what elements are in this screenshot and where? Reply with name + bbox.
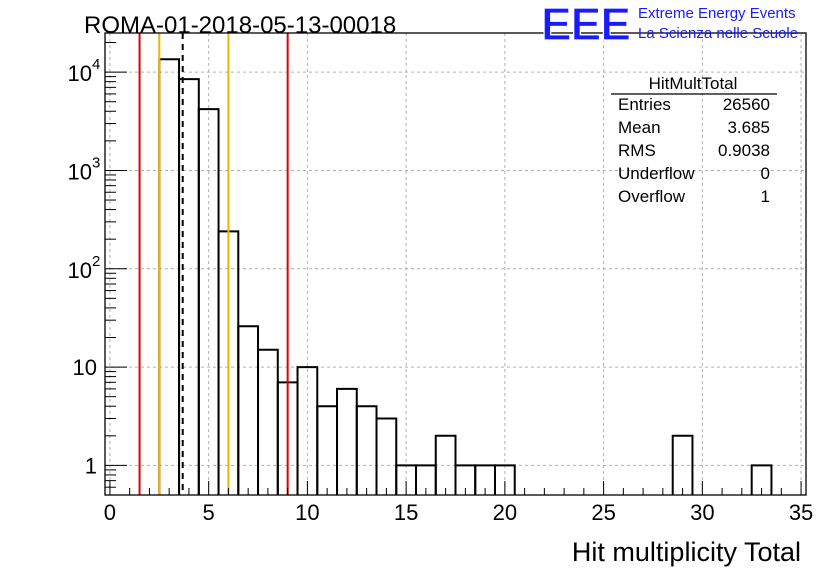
y-tick-exponent: 3 [92,154,100,171]
stats-value: 1 [761,187,770,206]
axis-ticks [105,42,802,496]
stats-value: 3.685 [727,118,770,137]
histogram-bin [355,405,378,495]
x-tick-label: 20 [493,500,517,525]
y-tick-label: 1 [85,453,97,478]
x-tick-label: 10 [295,500,319,525]
stats-box: HitMultTotal Entries 26560 Mean 3.685 RMS 0.9… [611,74,777,206]
grid [105,33,806,495]
histogram-bin [237,325,260,495]
y-tick-label: 10 [68,159,92,184]
x-tick-label: 0 [104,500,116,525]
plot-frame [104,32,807,496]
y-tick-exponent: 2 [92,253,100,270]
stats-label: RMS [618,141,656,160]
y-tick-label: 10 [68,61,92,86]
histogram-bin [434,434,457,495]
x-tick-label: 30 [690,500,714,525]
x-tick-label: 15 [394,500,418,525]
histogram-bin [671,434,694,495]
x-tick-label: 5 [203,500,215,525]
histogram-bin [750,464,773,495]
logo-line-2: La Scienza nelle Scuole [638,25,798,42]
stats-label: Entries [618,95,671,114]
x-axis-label: Hit multiplicity Total [572,537,801,567]
stats-value: 0 [761,164,770,183]
histogram-bin [158,58,181,495]
histogram-bin [375,417,398,495]
histogram-bars [158,58,773,495]
stats-label: Mean [618,118,661,137]
stats-value: 26560 [723,95,770,114]
stats-box-title: HitMultTotal [649,74,738,93]
x-tick-label: 35 [789,500,813,525]
histogram-bin [257,348,279,495]
stats-value: 0.9038 [718,141,770,160]
stats-label: Underflow [618,164,695,183]
histogram-bin [493,464,516,495]
eee-logo-text: EEE [541,0,630,50]
x-tick-labels: 0 5 10 15 20 25 30 35 [104,500,813,525]
stats-label: Overflow [618,187,686,206]
logo-line-1: Extreme Energy Events [638,5,796,22]
histogram-bin [336,387,358,495]
chart-title: ROMA-01-2018-05-13-00018 [84,12,396,39]
y-tick-exponent: 4 [92,56,100,73]
y-tick-label: 10 [68,258,92,283]
marker-lines [138,33,289,495]
stats-rows: Entries 26560 Mean 3.685 RMS 0.9038 Underflow 0… [618,95,770,206]
histogram-bin [316,405,339,495]
x-tick-label: 25 [591,500,615,525]
eee-logo: EEE Extreme Energy Events La Scienza nel… [540,0,798,51]
y-tick-label: 10 [73,355,97,380]
